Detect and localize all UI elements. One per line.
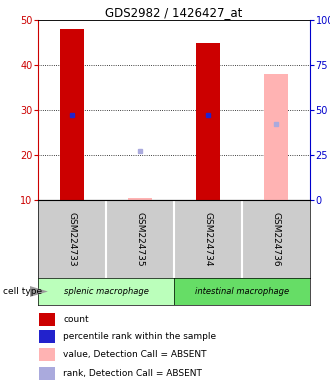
- Bar: [196, 43, 220, 200]
- Title: GDS2982 / 1426427_at: GDS2982 / 1426427_at: [105, 6, 243, 19]
- Text: splenic macrophage: splenic macrophage: [64, 287, 148, 296]
- Text: GSM224735: GSM224735: [136, 212, 145, 266]
- Bar: [60, 29, 84, 200]
- Bar: [39, 313, 55, 326]
- Text: GSM224733: GSM224733: [68, 212, 77, 266]
- Bar: [264, 74, 288, 200]
- Bar: [39, 348, 55, 361]
- Text: cell type: cell type: [3, 287, 43, 296]
- Polygon shape: [30, 286, 48, 297]
- Text: intestinal macrophage: intestinal macrophage: [195, 287, 289, 296]
- Text: GSM224736: GSM224736: [272, 212, 280, 266]
- Bar: [128, 198, 152, 200]
- Text: value, Detection Call = ABSENT: value, Detection Call = ABSENT: [63, 350, 207, 359]
- Bar: [174, 278, 310, 305]
- Text: percentile rank within the sample: percentile rank within the sample: [63, 332, 216, 341]
- Bar: [39, 367, 55, 380]
- Text: count: count: [63, 315, 89, 324]
- Text: GSM224734: GSM224734: [204, 212, 213, 266]
- Text: rank, Detection Call = ABSENT: rank, Detection Call = ABSENT: [63, 369, 202, 378]
- Bar: [39, 330, 55, 343]
- Bar: [38, 278, 174, 305]
